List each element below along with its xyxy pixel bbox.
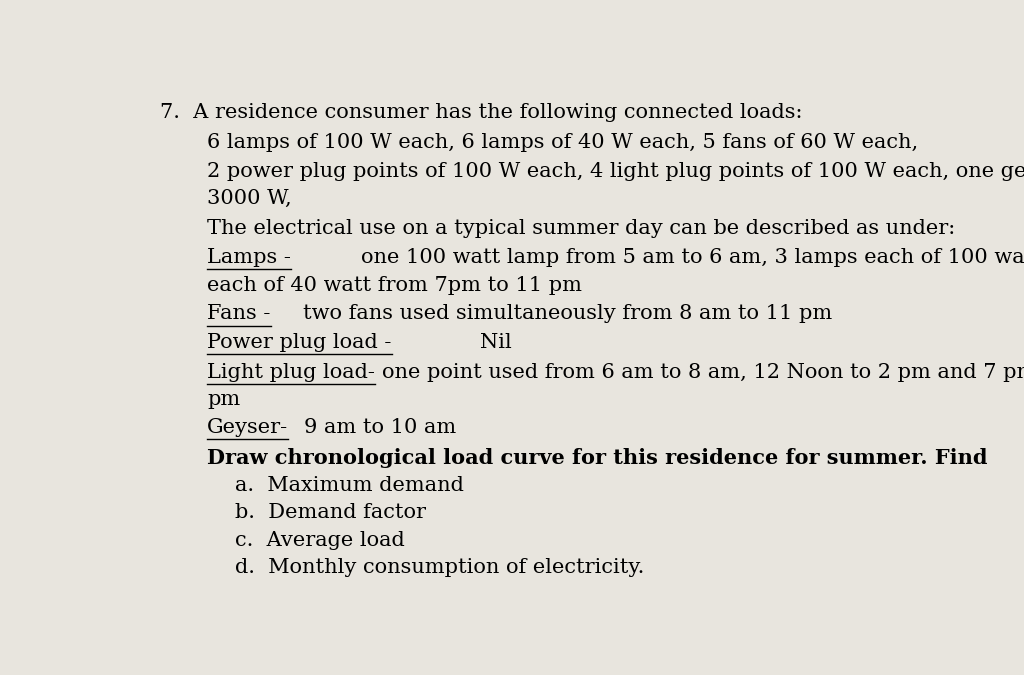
Text: The electrical use on a typical summer day can be described as under:: The electrical use on a typical summer d… (207, 219, 955, 238)
Text: Power plug load -: Power plug load - (207, 333, 392, 352)
Text: 2 power plug points of 100 W each, 4 light plug points of 100 W each, one geyser: 2 power plug points of 100 W each, 4 lig… (207, 161, 1024, 180)
Text: b.  Demand factor: b. Demand factor (236, 503, 426, 522)
Text: 3000 W,: 3000 W, (207, 188, 292, 208)
Text: Lamps -: Lamps - (207, 248, 291, 267)
Text: each of 40 watt from 7pm to 11 pm: each of 40 watt from 7pm to 11 pm (207, 276, 583, 295)
Text: Geyser-: Geyser- (207, 418, 289, 437)
Text: c.  Average load: c. Average load (236, 531, 404, 549)
Text: a.  Maximum demand: a. Maximum demand (236, 476, 464, 495)
Text: d.  Monthly consumption of electricity.: d. Monthly consumption of electricity. (236, 558, 644, 577)
Text: pm: pm (207, 389, 241, 409)
Text: Nil: Nil (479, 333, 511, 352)
Text: 6 lamps of 100 W each, 6 lamps of 40 W each, 5 fans of 60 W each,: 6 lamps of 100 W each, 6 lamps of 40 W e… (207, 133, 919, 152)
Text: Fans -: Fans - (207, 304, 270, 323)
Text: Draw chronological load curve for this residence for summer. Find: Draw chronological load curve for this r… (207, 448, 988, 468)
Text: two fans used simultaneously from 8 am to 11 pm: two fans used simultaneously from 8 am t… (303, 304, 831, 323)
Text: one point used from 6 am to 8 am, 12 Noon to 2 pm and 7 pm to 10: one point used from 6 am to 8 am, 12 Noo… (382, 362, 1024, 381)
Text: 9 am to 10 am: 9 am to 10 am (304, 418, 457, 437)
Text: Light plug load-: Light plug load- (207, 362, 375, 381)
Text: 7.  A residence consumer has the following connected loads:: 7. A residence consumer has the followin… (160, 103, 802, 122)
Text: one 100 watt lamp from 5 am to 6 am, 3 lamps each of 100 watt and 3 lamps: one 100 watt lamp from 5 am to 6 am, 3 l… (360, 248, 1024, 267)
